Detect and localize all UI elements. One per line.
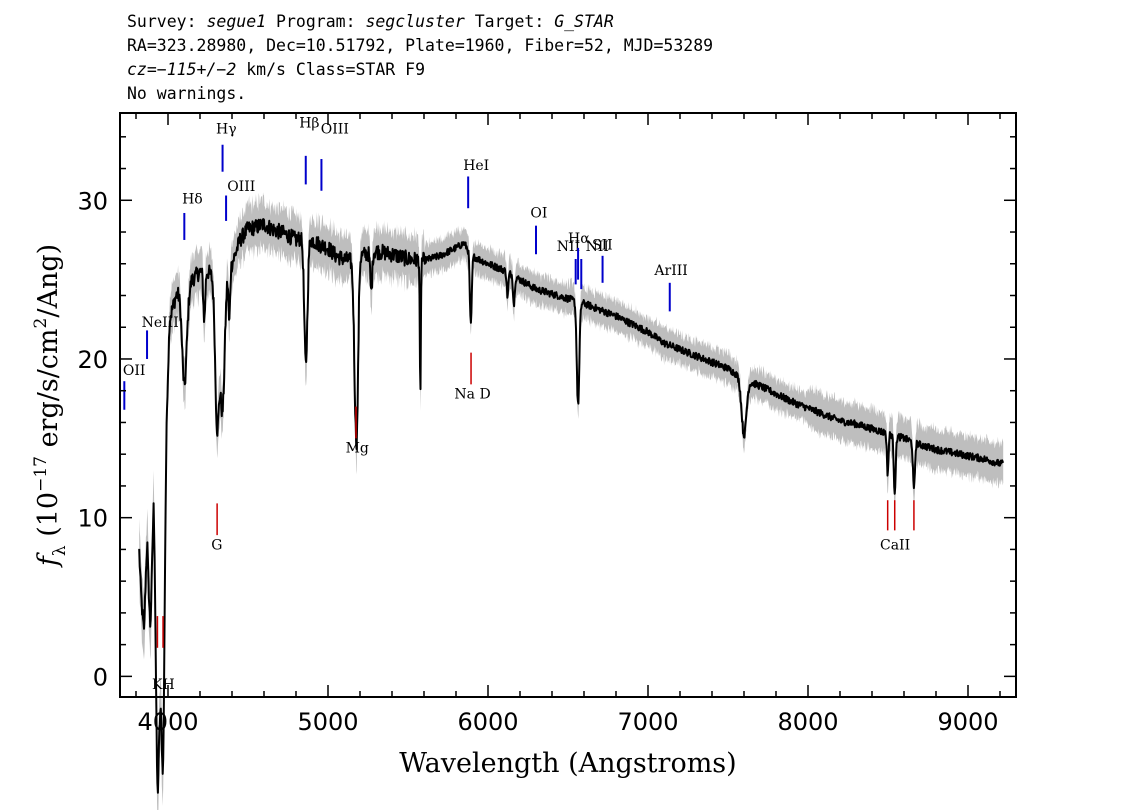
header-warnings-line: No warnings. xyxy=(127,84,247,103)
cz-value: =−115+/−2 xyxy=(146,60,237,79)
y-tick-label: 0 xyxy=(93,663,108,691)
y-axis-main: (10 xyxy=(33,492,64,545)
y-axis-exponent-2: 2 xyxy=(31,318,51,329)
emission-line-label: NII xyxy=(557,239,580,255)
program-value: segcluster xyxy=(365,12,465,31)
x-tick-label: 7000 xyxy=(617,708,678,736)
x-tick-label: 6000 xyxy=(457,708,518,736)
emission-line-label: Hγ xyxy=(216,122,237,138)
y-tick-label: 30 xyxy=(77,187,108,215)
x-tick-label: 8000 xyxy=(777,708,838,736)
cz-rest: km/s Class=STAR F9 xyxy=(236,60,426,79)
emission-line-label: OI xyxy=(530,206,547,222)
y-tick-label: 20 xyxy=(77,346,108,374)
target-label: Target: xyxy=(464,12,555,31)
spectrum-header: Survey: segue1 Program: segcluster Targe… xyxy=(127,10,713,106)
emission-line-label: Hα xyxy=(568,231,590,247)
y-axis-symbol: f xyxy=(33,552,64,568)
y-axis-subscript: λ xyxy=(50,545,70,556)
y-tick-label: 10 xyxy=(77,505,108,533)
error-band xyxy=(139,192,1004,810)
target-value: G_STAR xyxy=(554,12,614,31)
header-redshift-line: cz=−115+/−2 km/s Class=STAR F9 xyxy=(127,58,713,82)
emission-line-label: Hδ xyxy=(182,191,203,207)
x-tick-label: 9000 xyxy=(937,708,998,736)
x-tick-label: 4000 xyxy=(137,708,198,736)
emission-line-label: ArIII xyxy=(653,263,687,279)
flux-layer xyxy=(138,218,1005,794)
header-coordinates-line: RA=323.28980, Dec=10.51792, Plate=1960, … xyxy=(127,36,714,55)
absorption-line-label: CaII xyxy=(880,537,910,553)
emission-line-label: SII xyxy=(592,237,613,253)
flux-line xyxy=(138,218,1005,794)
emission-line-label: NeIII xyxy=(142,315,179,331)
program-label: Program: xyxy=(266,12,366,31)
y-axis-title: fλ (10−17 erg/s/cm2/Ang) xyxy=(31,244,70,568)
emission-line-label: Hβ xyxy=(299,115,319,131)
plot-frame xyxy=(119,112,1017,698)
cz-label: cz xyxy=(127,60,147,79)
y-axis-exponent: −17 xyxy=(31,456,51,492)
absorption-line-label: G xyxy=(211,537,222,553)
y-axis-units: erg/s/cm xyxy=(33,328,64,456)
survey-value: segue1 xyxy=(206,12,267,31)
header-survey-line: Survey: segue1 Program: segcluster Targe… xyxy=(127,10,713,34)
emission-line-label: OIII xyxy=(227,179,255,195)
x-tick-label: 5000 xyxy=(297,708,358,736)
emission-line-label: OII xyxy=(123,363,146,379)
emission-line-label: NII xyxy=(586,239,609,255)
error-band-layer xyxy=(139,192,1004,810)
y-axis-units-end: /Ang) xyxy=(33,244,64,318)
absorption-line-label: KH xyxy=(152,677,175,693)
emission-line-label: HeI xyxy=(463,158,489,174)
absorption-line-label: Mg xyxy=(346,441,369,457)
emission-line-label: OIII xyxy=(321,122,349,138)
x-axis-title: Wavelength (Angstroms) xyxy=(399,748,736,779)
absorption-line-label: Na D xyxy=(454,387,490,403)
axis-ticks-layer: 4000 5000 6000 7000 8000 9000 0 10 20 30 xyxy=(77,113,1016,736)
survey-label: Survey: xyxy=(127,12,207,31)
